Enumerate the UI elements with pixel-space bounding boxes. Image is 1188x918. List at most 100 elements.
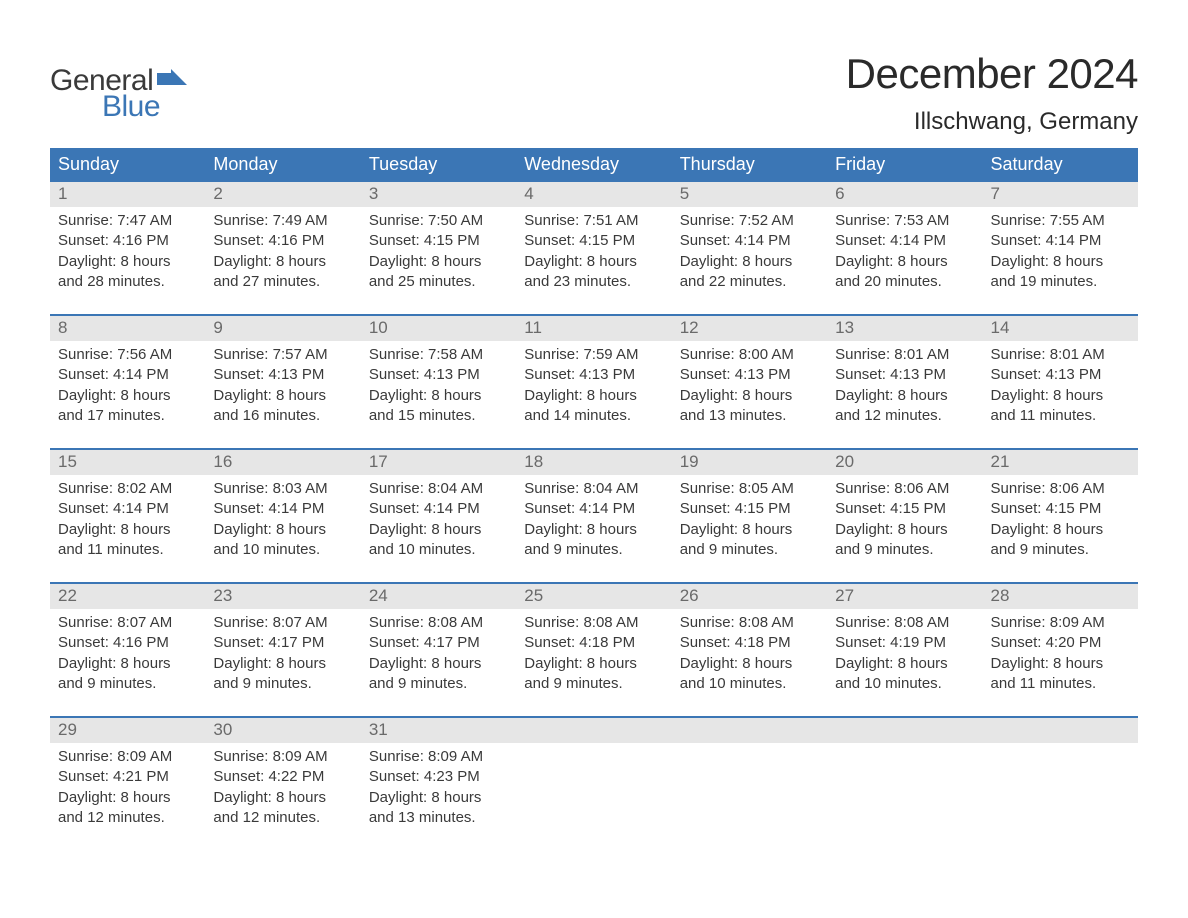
day-number: 27 [827, 584, 982, 609]
page-title: December 2024 [846, 50, 1138, 98]
sunrise-text: Sunrise: 8:08 AM [524, 613, 663, 633]
sunrise-text: Sunrise: 7:57 AM [213, 345, 352, 365]
sunset-text: Sunset: 4:14 PM [835, 231, 974, 251]
day-cell: 12Sunrise: 8:00 AMSunset: 4:13 PMDayligh… [672, 316, 827, 434]
daylight-text-1: Daylight: 8 hours [991, 386, 1130, 406]
day-cell: 19Sunrise: 8:05 AMSunset: 4:15 PMDayligh… [672, 450, 827, 568]
sunset-text: Sunset: 4:18 PM [680, 633, 819, 653]
day-number: 14 [983, 316, 1138, 341]
daylight-text-2: and 12 minutes. [213, 808, 352, 828]
day-body: Sunrise: 8:03 AMSunset: 4:14 PMDaylight:… [205, 475, 360, 562]
day-body: Sunrise: 7:52 AMSunset: 4:14 PMDaylight:… [672, 207, 827, 294]
daylight-text-2: and 10 minutes. [680, 674, 819, 694]
daylight-text-2: and 14 minutes. [524, 406, 663, 426]
daylight-text-1: Daylight: 8 hours [835, 252, 974, 272]
day-number: 11 [516, 316, 671, 341]
day-number: 31 [361, 718, 516, 743]
daylight-text-2: and 12 minutes. [58, 808, 197, 828]
calendar: SundayMondayTuesdayWednesdayThursdayFrid… [50, 148, 1138, 836]
day-body: Sunrise: 7:59 AMSunset: 4:13 PMDaylight:… [516, 341, 671, 428]
day-number: 10 [361, 316, 516, 341]
daylight-text-1: Daylight: 8 hours [213, 252, 352, 272]
daylight-text-1: Daylight: 8 hours [213, 788, 352, 808]
daylight-text-1: Daylight: 8 hours [524, 520, 663, 540]
day-header: Friday [827, 148, 982, 182]
week-row: 22Sunrise: 8:07 AMSunset: 4:16 PMDayligh… [50, 582, 1138, 702]
daylight-text-2: and 11 minutes. [991, 406, 1130, 426]
day-cell: 24Sunrise: 8:08 AMSunset: 4:17 PMDayligh… [361, 584, 516, 702]
daylight-text-2: and 9 minutes. [524, 540, 663, 560]
daylight-text-2: and 9 minutes. [991, 540, 1130, 560]
day-cell: 28Sunrise: 8:09 AMSunset: 4:20 PMDayligh… [983, 584, 1138, 702]
daylight-text-2: and 11 minutes. [991, 674, 1130, 694]
daylight-text-2: and 25 minutes. [369, 272, 508, 292]
sunset-text: Sunset: 4:15 PM [835, 499, 974, 519]
day-cell: 18Sunrise: 8:04 AMSunset: 4:14 PMDayligh… [516, 450, 671, 568]
day-cell: 4Sunrise: 7:51 AMSunset: 4:15 PMDaylight… [516, 182, 671, 300]
daylight-text-1: Daylight: 8 hours [58, 654, 197, 674]
sunset-text: Sunset: 4:13 PM [991, 365, 1130, 385]
sunrise-text: Sunrise: 8:03 AM [213, 479, 352, 499]
sunrise-text: Sunrise: 8:06 AM [991, 479, 1130, 499]
sunset-text: Sunset: 4:16 PM [58, 231, 197, 251]
day-number: 17 [361, 450, 516, 475]
day-number: 28 [983, 584, 1138, 609]
day-body: Sunrise: 7:58 AMSunset: 4:13 PMDaylight:… [361, 341, 516, 428]
daylight-text-2: and 9 minutes. [835, 540, 974, 560]
day-number: 3 [361, 182, 516, 207]
day-header: Saturday [983, 148, 1138, 182]
sunset-text: Sunset: 4:13 PM [524, 365, 663, 385]
day-number: 22 [50, 584, 205, 609]
day-cell: 23Sunrise: 8:07 AMSunset: 4:17 PMDayligh… [205, 584, 360, 702]
day-cell: 2Sunrise: 7:49 AMSunset: 4:16 PMDaylight… [205, 182, 360, 300]
day-number: 7 [983, 182, 1138, 207]
daylight-text-2: and 15 minutes. [369, 406, 508, 426]
week-row: 29Sunrise: 8:09 AMSunset: 4:21 PMDayligh… [50, 716, 1138, 836]
day-body: Sunrise: 8:00 AMSunset: 4:13 PMDaylight:… [672, 341, 827, 428]
day-body: Sunrise: 7:57 AMSunset: 4:13 PMDaylight:… [205, 341, 360, 428]
daylight-text-1: Daylight: 8 hours [213, 386, 352, 406]
sunrise-text: Sunrise: 7:58 AM [369, 345, 508, 365]
sunrise-text: Sunrise: 8:02 AM [58, 479, 197, 499]
day-cell: 29Sunrise: 8:09 AMSunset: 4:21 PMDayligh… [50, 718, 205, 836]
daylight-text-2: and 23 minutes. [524, 272, 663, 292]
day-number: 12 [672, 316, 827, 341]
sunrise-text: Sunrise: 8:04 AM [524, 479, 663, 499]
day-cell: 15Sunrise: 8:02 AMSunset: 4:14 PMDayligh… [50, 450, 205, 568]
daylight-text-1: Daylight: 8 hours [369, 654, 508, 674]
day-body: Sunrise: 8:01 AMSunset: 4:13 PMDaylight:… [983, 341, 1138, 428]
day-number: 29 [50, 718, 205, 743]
daylight-text-1: Daylight: 8 hours [369, 252, 508, 272]
day-cell: 27Sunrise: 8:08 AMSunset: 4:19 PMDayligh… [827, 584, 982, 702]
daylight-text-1: Daylight: 8 hours [835, 654, 974, 674]
day-body: Sunrise: 8:04 AMSunset: 4:14 PMDaylight:… [361, 475, 516, 562]
sunrise-text: Sunrise: 8:09 AM [213, 747, 352, 767]
daylight-text-1: Daylight: 8 hours [369, 788, 508, 808]
day-body: Sunrise: 8:08 AMSunset: 4:18 PMDaylight:… [516, 609, 671, 696]
day-body: Sunrise: 8:06 AMSunset: 4:15 PMDaylight:… [983, 475, 1138, 562]
daylight-text-2: and 27 minutes. [213, 272, 352, 292]
day-cell: 21Sunrise: 8:06 AMSunset: 4:15 PMDayligh… [983, 450, 1138, 568]
day-cell: 6Sunrise: 7:53 AMSunset: 4:14 PMDaylight… [827, 182, 982, 300]
day-body: Sunrise: 7:56 AMSunset: 4:14 PMDaylight:… [50, 341, 205, 428]
day-number: 15 [50, 450, 205, 475]
day-header: Thursday [672, 148, 827, 182]
daylight-text-2: and 13 minutes. [680, 406, 819, 426]
sunrise-text: Sunrise: 7:47 AM [58, 211, 197, 231]
sunset-text: Sunset: 4:15 PM [524, 231, 663, 251]
sunset-text: Sunset: 4:18 PM [524, 633, 663, 653]
day-number [516, 718, 671, 743]
day-cell [516, 718, 671, 836]
day-number: 6 [827, 182, 982, 207]
daylight-text-1: Daylight: 8 hours [835, 386, 974, 406]
day-cell: 22Sunrise: 8:07 AMSunset: 4:16 PMDayligh… [50, 584, 205, 702]
weeks-container: 1Sunrise: 7:47 AMSunset: 4:16 PMDaylight… [50, 182, 1138, 836]
sunrise-text: Sunrise: 8:05 AM [680, 479, 819, 499]
daylight-text-1: Daylight: 8 hours [991, 520, 1130, 540]
day-body: Sunrise: 8:09 AMSunset: 4:21 PMDaylight:… [50, 743, 205, 830]
sunset-text: Sunset: 4:21 PM [58, 767, 197, 787]
day-cell [672, 718, 827, 836]
day-cell: 31Sunrise: 8:09 AMSunset: 4:23 PMDayligh… [361, 718, 516, 836]
sunset-text: Sunset: 4:13 PM [835, 365, 974, 385]
day-cell: 9Sunrise: 7:57 AMSunset: 4:13 PMDaylight… [205, 316, 360, 434]
